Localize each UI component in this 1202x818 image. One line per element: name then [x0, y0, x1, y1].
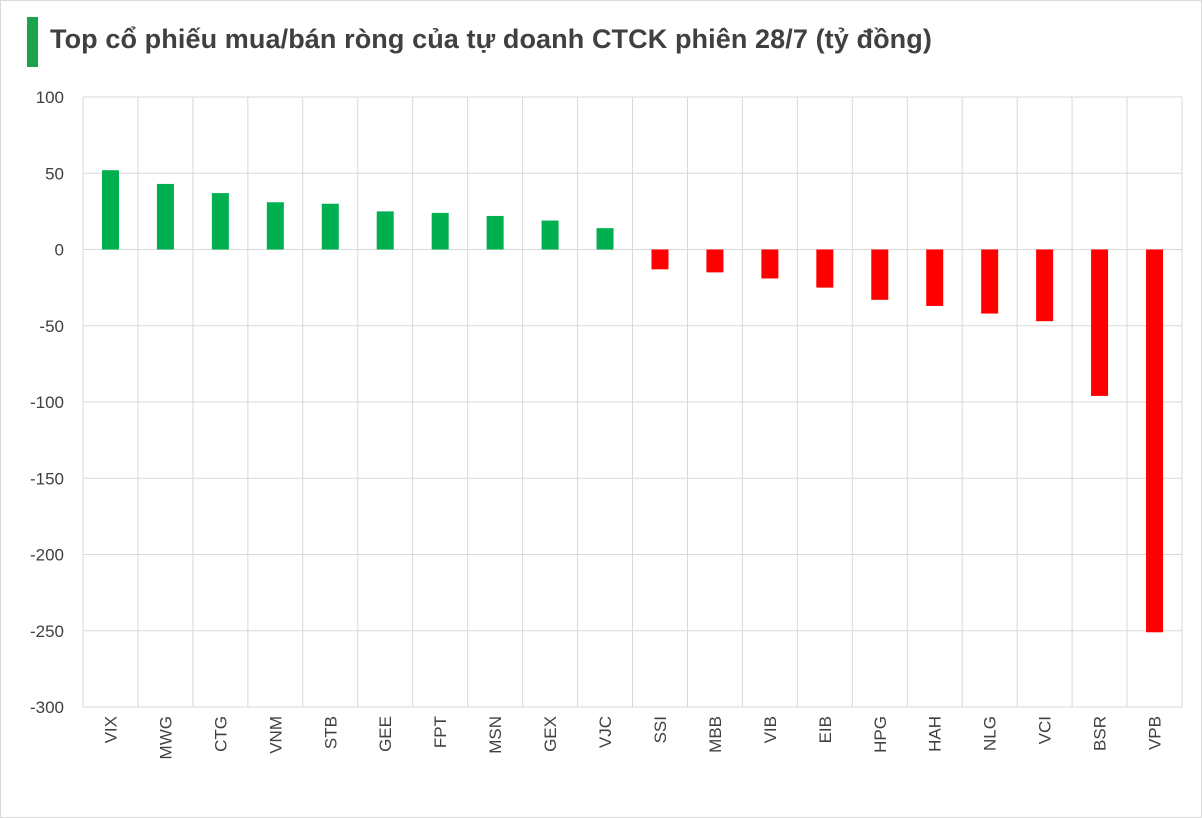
bar-vib	[761, 249, 779, 279]
x-tick-label: VNM	[266, 716, 285, 754]
x-tick-label: MWG	[156, 716, 175, 759]
bar-ctg	[211, 193, 229, 250]
x-tick-label: EIB	[816, 716, 835, 743]
bar-gee	[376, 211, 394, 250]
bar-vpb	[1146, 249, 1164, 633]
x-tick-label: HPG	[871, 716, 890, 753]
x-tick-label: HAH	[926, 716, 945, 752]
bar-bsr	[1091, 249, 1109, 396]
bar-hpg	[871, 249, 889, 300]
y-tick-label: 100	[36, 88, 64, 107]
bar-mwg	[156, 183, 174, 250]
chart-title: Top cổ phiếu mua/bán ròng của tự doanh C…	[50, 24, 932, 54]
bar-vci	[1036, 249, 1054, 322]
x-tick-label: SSI	[651, 716, 670, 743]
bar-vix	[101, 170, 119, 250]
bar-vjc	[596, 228, 614, 250]
y-tick-label: -300	[30, 698, 64, 717]
bar-nlg	[981, 249, 999, 314]
bar-ssi	[651, 249, 669, 270]
x-tick-label: VIX	[101, 716, 120, 743]
x-tick-label: MSN	[486, 716, 505, 754]
bar-gex	[541, 220, 559, 250]
x-tick-label: NLG	[981, 716, 1000, 751]
y-tick-label: -150	[30, 469, 64, 488]
bar-stb	[321, 203, 339, 250]
x-tick-label: BSR	[1091, 716, 1110, 751]
x-tick-label: VJC	[596, 716, 615, 748]
y-tick-label: -100	[30, 393, 64, 412]
bar-vnm	[266, 202, 284, 250]
x-tick-label: STB	[321, 716, 340, 749]
x-tick-label: VCI	[1036, 716, 1055, 744]
bar-mbb	[706, 249, 724, 273]
x-tick-label: GEE	[376, 716, 395, 752]
y-tick-label: 0	[55, 241, 64, 260]
x-tick-label: MBB	[706, 716, 725, 753]
x-tick-label: CTG	[211, 716, 230, 752]
y-tick-label: -50	[39, 317, 64, 336]
bar-hah	[926, 249, 944, 306]
y-tick-label: -250	[30, 622, 64, 641]
x-tick-label: VPB	[1146, 716, 1165, 750]
x-tick-label: GEX	[541, 716, 560, 752]
y-tick-label: 50	[45, 164, 64, 183]
bar-msn	[486, 215, 504, 250]
title-accent-bar	[27, 17, 38, 67]
x-tick-label: VIB	[761, 716, 780, 743]
x-tick-label: FPT	[431, 716, 450, 748]
y-tick-label: -200	[30, 546, 64, 565]
bar-eib	[816, 249, 834, 288]
bar-fpt	[431, 212, 449, 250]
